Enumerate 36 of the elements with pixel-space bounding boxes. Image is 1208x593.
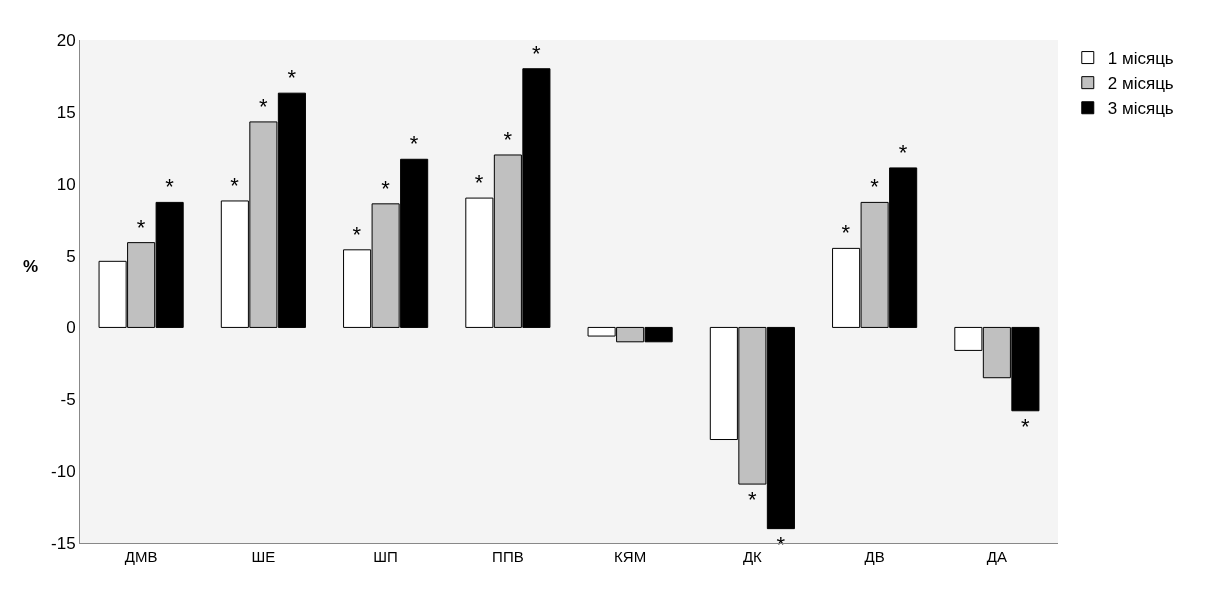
y-tick-label: 20 [56, 30, 76, 50]
x-tick-label: ППВ [492, 548, 524, 565]
y-tick-label: 10 [56, 174, 76, 194]
y-tick-label: -10 [51, 462, 76, 482]
data-label: * [381, 175, 391, 201]
y-tick-label: 0 [66, 318, 76, 338]
data-label: * [747, 487, 757, 513]
data-label: * [898, 139, 908, 165]
data-label: * [531, 40, 541, 66]
y-tick-label: 5 [66, 246, 76, 266]
data-label: * [287, 65, 297, 91]
y-tick-label: -5 [60, 390, 76, 410]
x-tick-label: ДА [986, 548, 1007, 565]
y-axis-title: % [23, 257, 39, 276]
data-label: * [474, 170, 484, 196]
x-tick-label: ШП [373, 548, 398, 565]
legend-label: 1 місяць [1107, 49, 1174, 69]
y-tick-label: -15 [51, 533, 76, 553]
data-label: * [870, 174, 880, 200]
x-tick-label: КЯМ [614, 548, 647, 565]
data-label: * [503, 126, 513, 152]
x-tick-label: ДВ [864, 548, 885, 565]
data-label: * [841, 220, 851, 246]
data-label: * [409, 131, 419, 157]
data-label: * [165, 174, 175, 200]
data-label: * [352, 221, 362, 247]
x-tick-label: ШЕ [251, 548, 276, 565]
data-label: * [136, 214, 146, 240]
data-label: * [1020, 413, 1030, 439]
data-label: * [230, 172, 240, 198]
legend-label: 2 місяць [1107, 74, 1174, 94]
data-label: * [258, 93, 268, 119]
legend-label: 3 місяць [1107, 99, 1174, 119]
x-tick-label: ДК [742, 548, 763, 565]
x-tick-label: ДМВ [124, 548, 158, 565]
y-tick-label: 15 [56, 102, 76, 122]
